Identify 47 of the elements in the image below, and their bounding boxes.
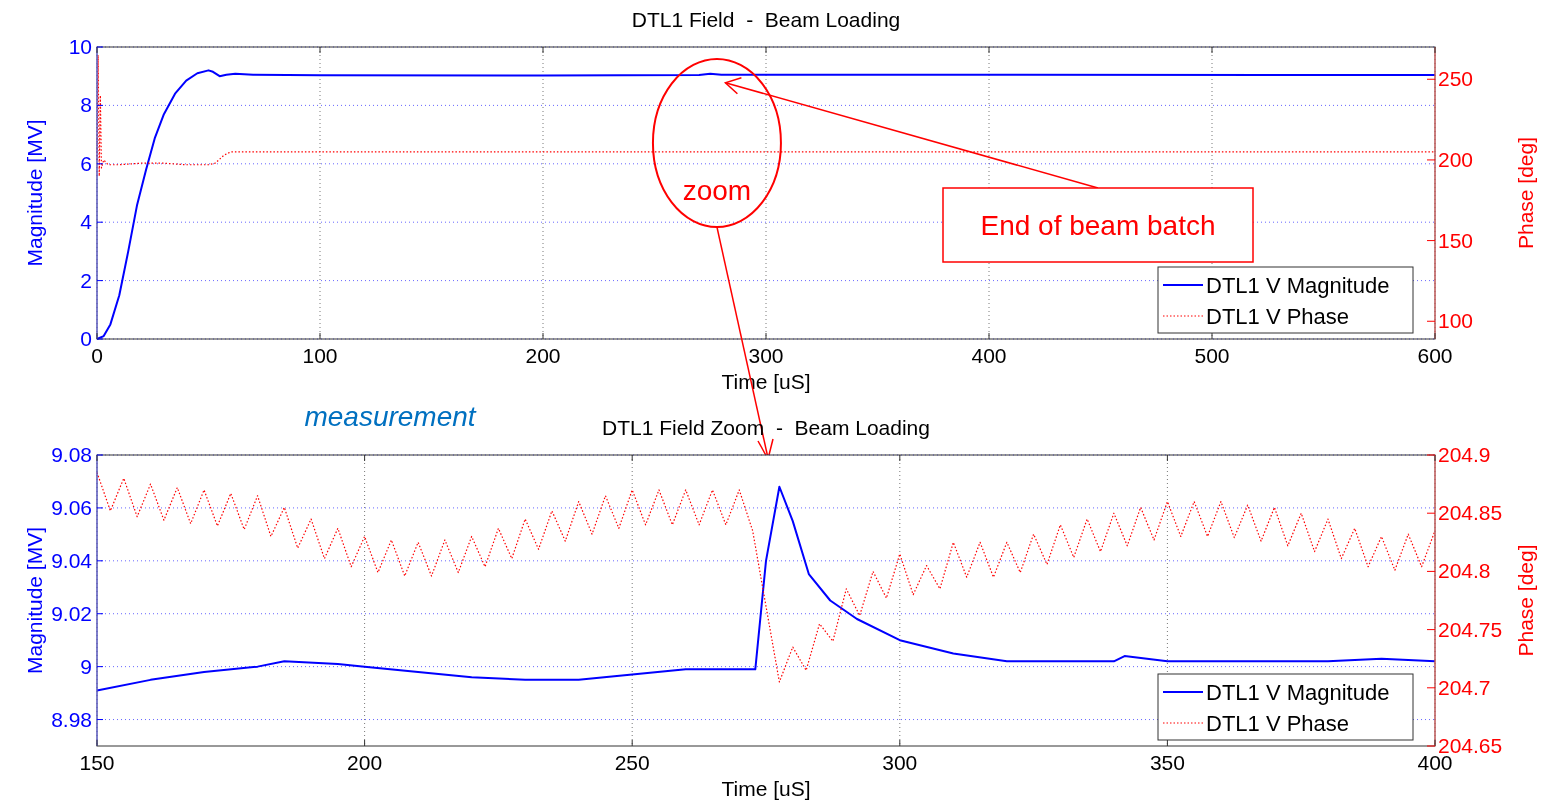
- y2-tick-label: 204.85: [1438, 501, 1503, 525]
- y2-tick-label: 204.7: [1438, 675, 1491, 699]
- text: measurement: [304, 401, 477, 432]
- x-tick-label: 600: [1417, 344, 1453, 367]
- y-tick-label: 0: [80, 327, 92, 350]
- annotation: zoom: [682, 175, 752, 206]
- chart-title: DTL1 Field - Beam Loading: [631, 8, 901, 31]
- y-tick-label: 9.08: [51, 443, 92, 466]
- legend-label: DTL1 V Phase: [1206, 711, 1350, 736]
- y-tick-label: 4: [80, 210, 93, 234]
- y2-tick-label: 204.75: [1438, 617, 1503, 641]
- y2-tick-label: 250: [1438, 67, 1474, 91]
- y-tick-label: 6: [80, 151, 92, 175]
- y-tick-label: 8: [80, 93, 92, 117]
- x-axis-title: Time [uS]: [721, 777, 811, 800]
- x-tick-label: 100: [302, 344, 338, 367]
- y2-axis-title: Phase [deg]: [1514, 136, 1537, 250]
- x-tick-label: 400: [971, 344, 1007, 367]
- y2-tick-label: 204.8: [1438, 559, 1491, 583]
- line-series: [96, 54, 1436, 177]
- y-tick-label: 2: [80, 268, 92, 292]
- x-tick-label: 250: [614, 751, 650, 774]
- legend-label: DTL1 V Phase: [1206, 304, 1350, 329]
- x-tick-label: 350: [1149, 751, 1185, 774]
- y2-tick-label: 100: [1438, 309, 1474, 333]
- y2-axis-title: Phase [deg]: [1514, 544, 1537, 657]
- y-tick-label: 9.06: [51, 495, 92, 519]
- x-tick-label: 500: [1194, 344, 1230, 367]
- y-axis-title: Magnitude [MV]: [23, 119, 46, 267]
- legend-label: DTL1 V Magnitude: [1206, 273, 1390, 298]
- y-tick-label: 9: [80, 654, 92, 678]
- x-tick-label: 300: [882, 751, 918, 774]
- x-tick-label: 150: [79, 751, 115, 774]
- x-tick-label: 200: [525, 344, 561, 367]
- y-tick-label: 9.04: [51, 548, 93, 572]
- y2-tick-label: 204.65: [1438, 734, 1503, 757]
- x-tick-label: 200: [347, 751, 383, 774]
- y-tick-label: 8.98: [51, 707, 92, 731]
- legend-label: DTL1 V Magnitude: [1206, 680, 1390, 705]
- y2-tick-label: 200: [1438, 147, 1474, 171]
- x-tick-label: 300: [748, 344, 784, 367]
- y-axis-title: Magnitude [MV]: [23, 526, 46, 675]
- y-tick-label: 10: [68, 35, 92, 58]
- y-tick-label: 9.02: [51, 601, 92, 625]
- annotation: End of beam batch: [980, 210, 1216, 241]
- y2-tick-label: 204.9: [1438, 443, 1491, 466]
- y2-tick-label: 150: [1438, 228, 1474, 252]
